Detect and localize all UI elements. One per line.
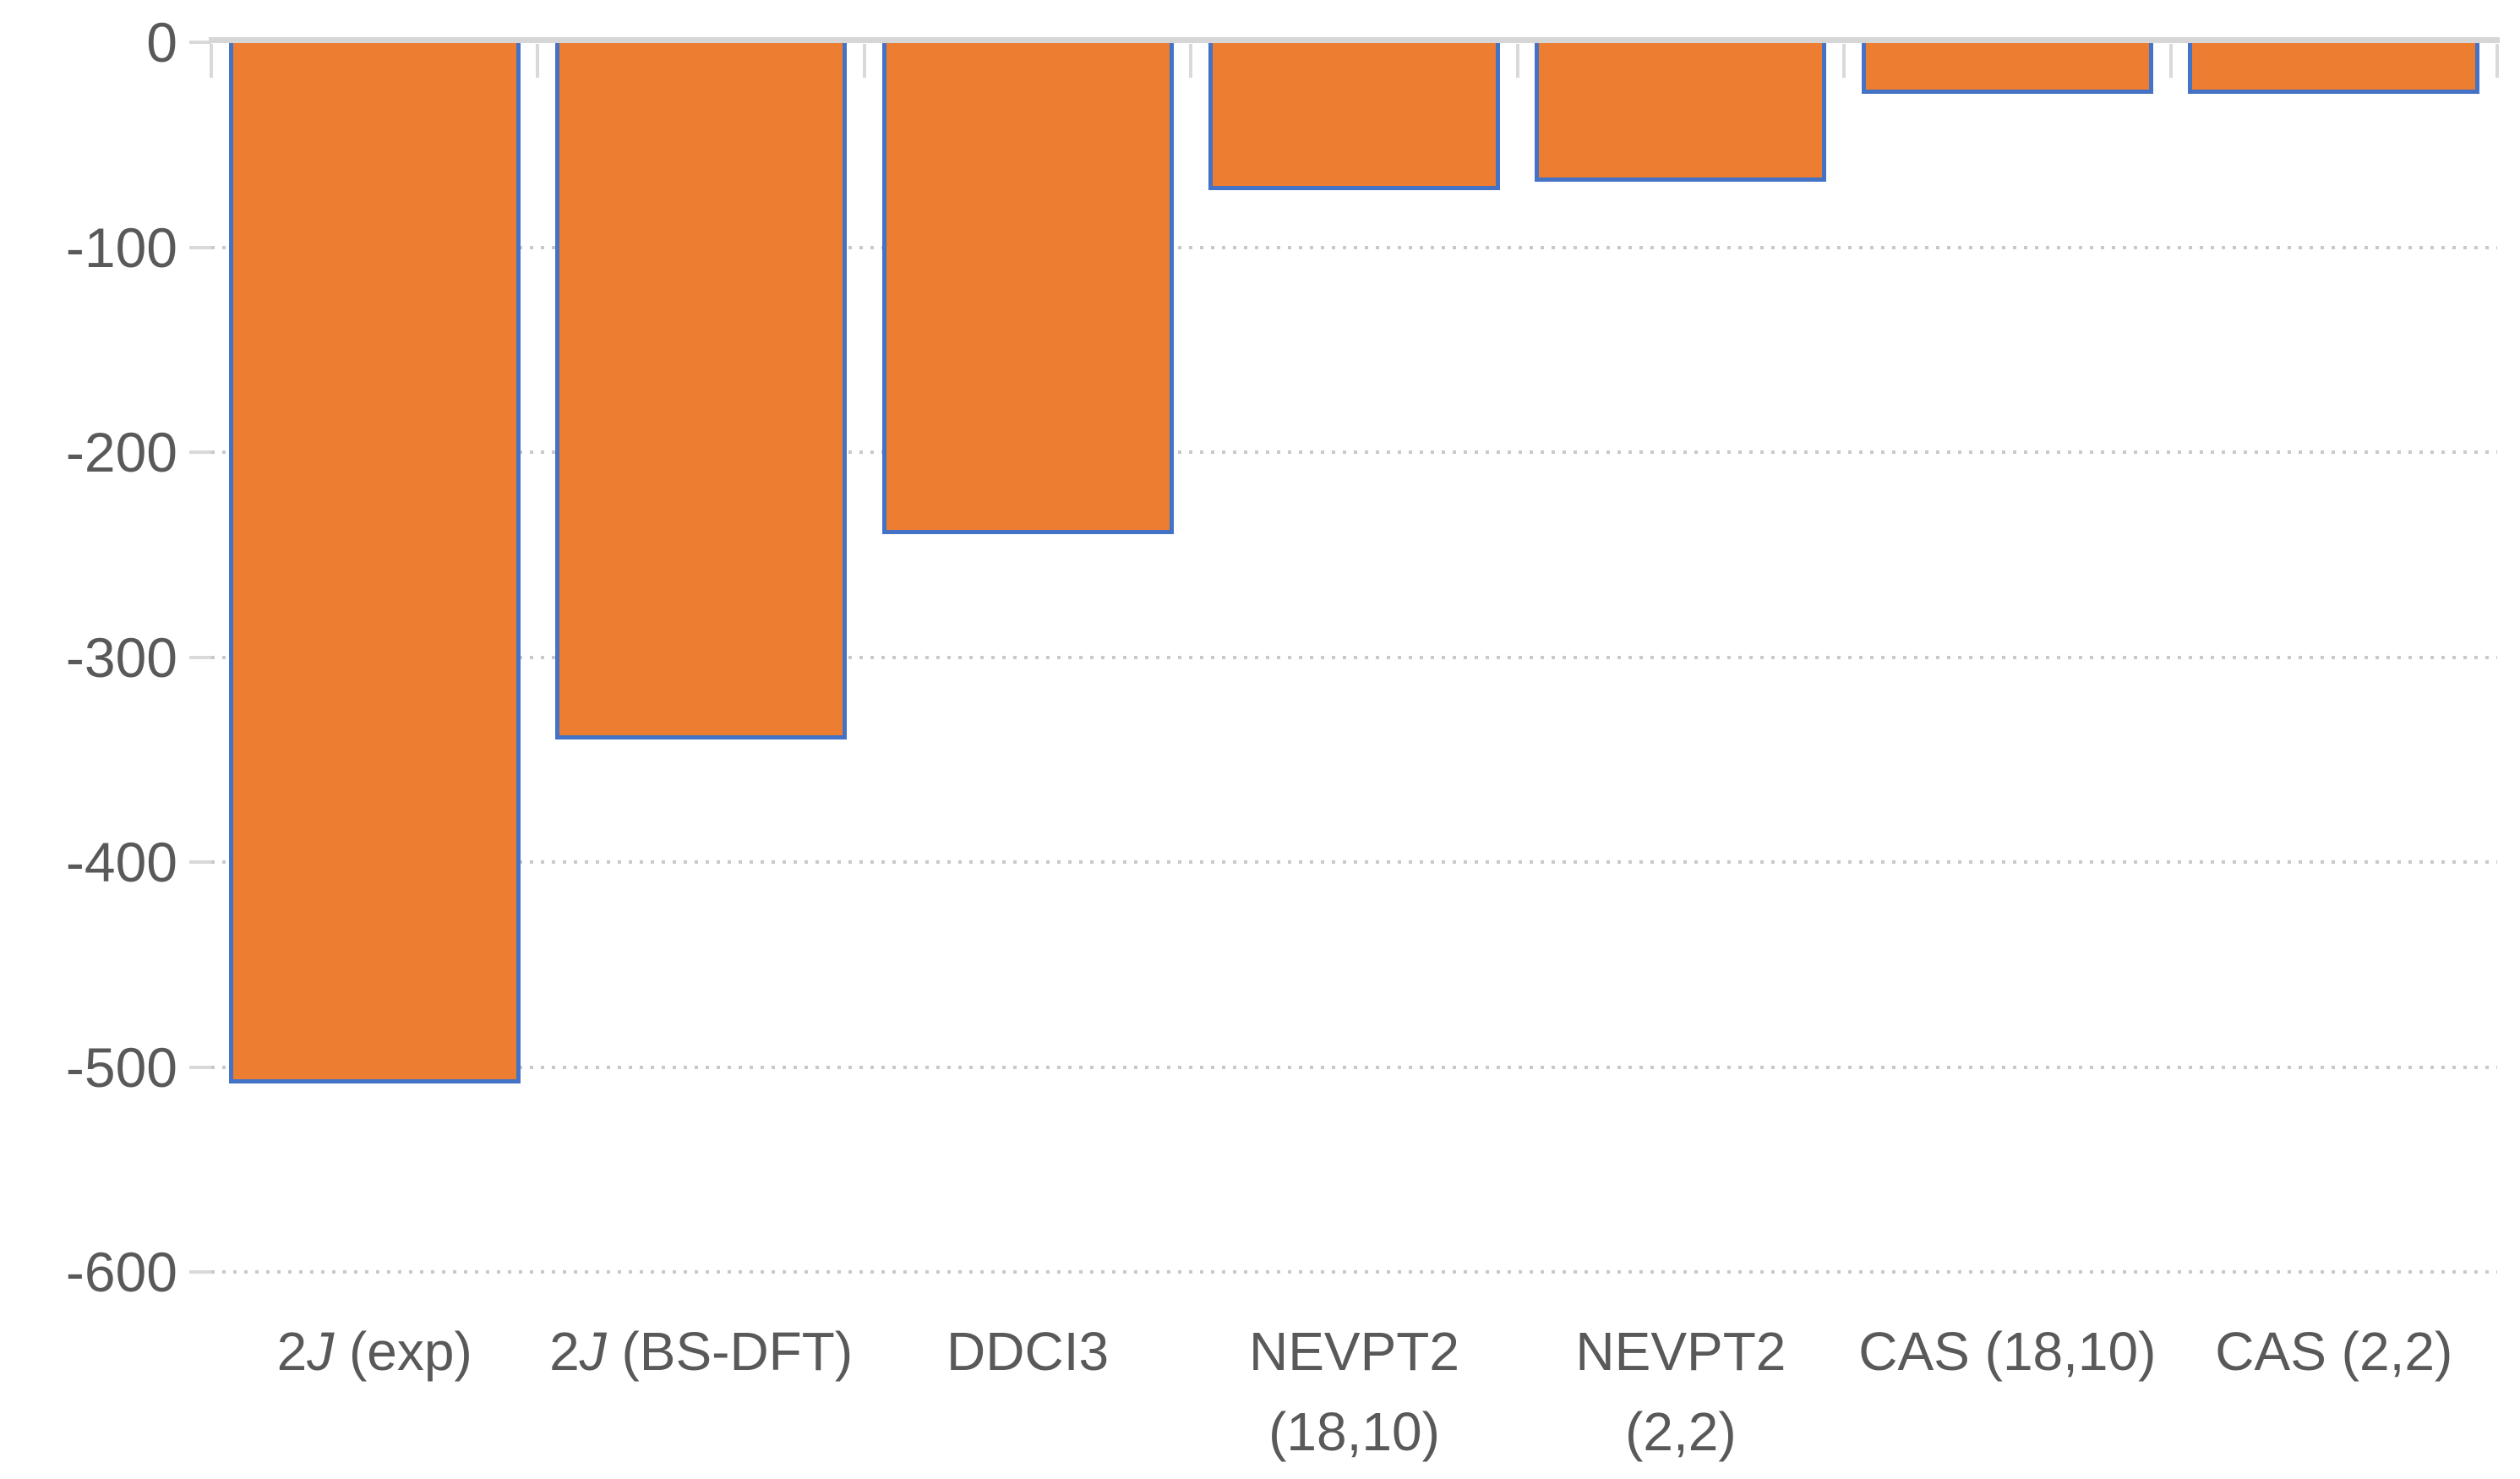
y-axis-tick-label: -100	[65, 216, 177, 279]
y-axis-tick-mark	[189, 41, 211, 44]
x-axis-category-label: NEVPT2 (18,10)	[1191, 1312, 1517, 1472]
x-axis-category-label: NEVPT2 (2,2)	[1518, 1312, 1844, 1472]
bar	[881, 42, 1174, 534]
x-axis-category-label: DDCI3	[865, 1312, 1191, 1392]
x-axis-category-label: CAS (2,2)	[2171, 1312, 2497, 1392]
category-label-segment: NEVPT2 (18,10)	[1249, 1321, 1459, 1462]
bar	[2188, 42, 2480, 94]
y-axis-tick-label: -500	[65, 1035, 177, 1099]
y-axis-tick-label: -400	[65, 831, 177, 893]
y-axis-tick-mark	[189, 655, 211, 659]
bar	[1535, 42, 1827, 182]
y-axis-tick-label: 0	[146, 11, 177, 74]
category-label-italic-segment: J	[579, 1321, 607, 1382]
bar	[1861, 42, 2153, 94]
y-axis-tick-mark	[189, 450, 211, 454]
category-label-segment: DDCI3	[946, 1321, 1110, 1382]
x-axis-category-label: CAS (18,10)	[1844, 1312, 2170, 1392]
category-label-segment: 2	[276, 1321, 308, 1382]
category-axis-tick-mark	[1842, 44, 1846, 78]
category-label-segment: CAS (18,10)	[1858, 1321, 2157, 1382]
horizontal-gridline	[211, 1065, 2497, 1069]
x-axis-category-label: 2J (exp)	[211, 1312, 537, 1392]
category-label-segment: CAS (2,2)	[2215, 1321, 2453, 1382]
category-axis-tick-mark	[1189, 44, 1193, 78]
bar	[1208, 42, 1500, 190]
horizontal-gridline	[211, 860, 2497, 864]
category-axis-tick-mark	[1515, 44, 1519, 78]
horizontal-gridline	[211, 655, 2497, 659]
y-axis-tick-mark	[189, 860, 211, 864]
x-axis-category-label: 2J (BS-DFT)	[537, 1312, 864, 1392]
y-axis-tick-mark	[189, 245, 211, 249]
category-axis-line	[209, 37, 2500, 43]
category-label-italic-segment: J	[307, 1321, 335, 1382]
bar	[555, 42, 848, 740]
category-axis-tick-mark	[2168, 44, 2173, 78]
category-label-segment: (exp)	[334, 1321, 472, 1382]
y-axis-tick-label: -200	[65, 421, 177, 483]
horizontal-gridline	[211, 1270, 2497, 1274]
y-axis-tick-label: -300	[65, 625, 177, 689]
category-axis-tick-mark	[210, 44, 213, 78]
bar	[228, 42, 521, 1083]
category-label-segment: NEVPT2 (2,2)	[1575, 1321, 1786, 1462]
category-axis-tick-mark	[536, 44, 540, 78]
horizontal-gridline	[211, 245, 2497, 249]
y-axis-tick-label: -600	[65, 1241, 177, 1303]
y-axis-tick-mark	[189, 1065, 211, 1069]
category-label-segment: (BS-DFT)	[606, 1321, 854, 1382]
horizontal-gridline	[211, 450, 2497, 454]
y-axis-tick-mark	[189, 1270, 211, 1274]
category-axis-tick-mark	[2495, 44, 2499, 78]
category-label-segment: 2	[549, 1321, 580, 1382]
category-axis-tick-mark	[862, 44, 866, 78]
